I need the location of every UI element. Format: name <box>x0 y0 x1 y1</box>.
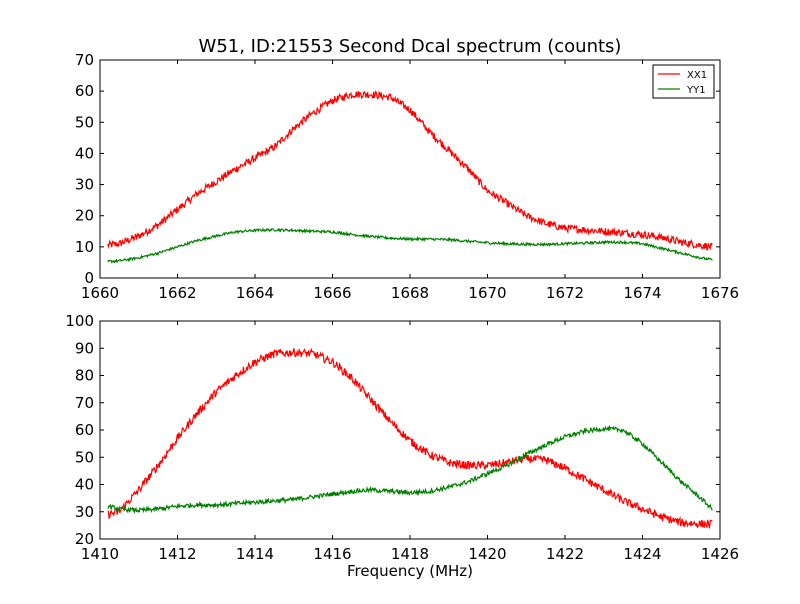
y-tick-label: 20 <box>75 207 94 225</box>
x-tick-label: 1414 <box>236 545 274 563</box>
y-tick-label: 10 <box>75 238 94 256</box>
y-tick-label: 0 <box>84 269 94 287</box>
x-tick-label: 1674 <box>623 284 661 302</box>
legend-label: XX1 <box>687 70 707 81</box>
x-tick-label: 1418 <box>391 545 429 563</box>
x-tick-label: 1666 <box>313 284 351 302</box>
x-tick-label: 1424 <box>623 545 661 563</box>
x-tick-label: 1410 <box>81 545 119 563</box>
y-tick-label: 50 <box>75 448 94 466</box>
chart-title: W51, ID:21553 Second Dcal spectrum (coun… <box>199 36 622 57</box>
series-line-1-1 <box>107 424 713 515</box>
legend-box <box>652 64 715 99</box>
x-tick-label: 1676 <box>701 284 739 302</box>
x-tick-label: 1420 <box>468 545 506 563</box>
x-tick-label: 1422 <box>546 545 584 563</box>
y-tick-label: 20 <box>75 530 94 548</box>
y-tick-label: 40 <box>75 144 94 162</box>
y-tick-label: 80 <box>75 367 94 385</box>
y-tick-label: 40 <box>75 476 94 494</box>
y-tick-label: 60 <box>75 82 94 100</box>
x-tick-label: 1660 <box>81 284 119 302</box>
legend-label: YY1 <box>686 85 706 96</box>
y-tick-label: 30 <box>75 503 94 521</box>
y-tick-label: 60 <box>75 421 94 439</box>
series-line-0-1 <box>107 227 713 264</box>
x-axis-label: Frequency (MHz) <box>347 562 473 580</box>
axes-frame-0 <box>99 59 721 279</box>
y-tick-label: 50 <box>75 113 94 131</box>
y-tick-label: 30 <box>75 176 94 194</box>
x-tick-label: 1662 <box>158 284 196 302</box>
y-tick-label: 90 <box>75 339 94 357</box>
y-tick-label: 100 <box>65 312 94 330</box>
x-tick-label: 1416 <box>313 545 351 563</box>
x-tick-label: 1664 <box>236 284 274 302</box>
x-tick-label: 1668 <box>391 284 429 302</box>
x-tick-label: 1672 <box>546 284 584 302</box>
x-tick-label: 1426 <box>701 545 739 563</box>
x-tick-label: 1412 <box>158 545 196 563</box>
x-tick-label: 1670 <box>468 284 506 302</box>
y-tick-label: 70 <box>75 394 94 412</box>
series-line-1-0 <box>107 347 713 530</box>
y-tick-label: 70 <box>75 51 94 69</box>
series-line-0-0 <box>107 90 713 251</box>
